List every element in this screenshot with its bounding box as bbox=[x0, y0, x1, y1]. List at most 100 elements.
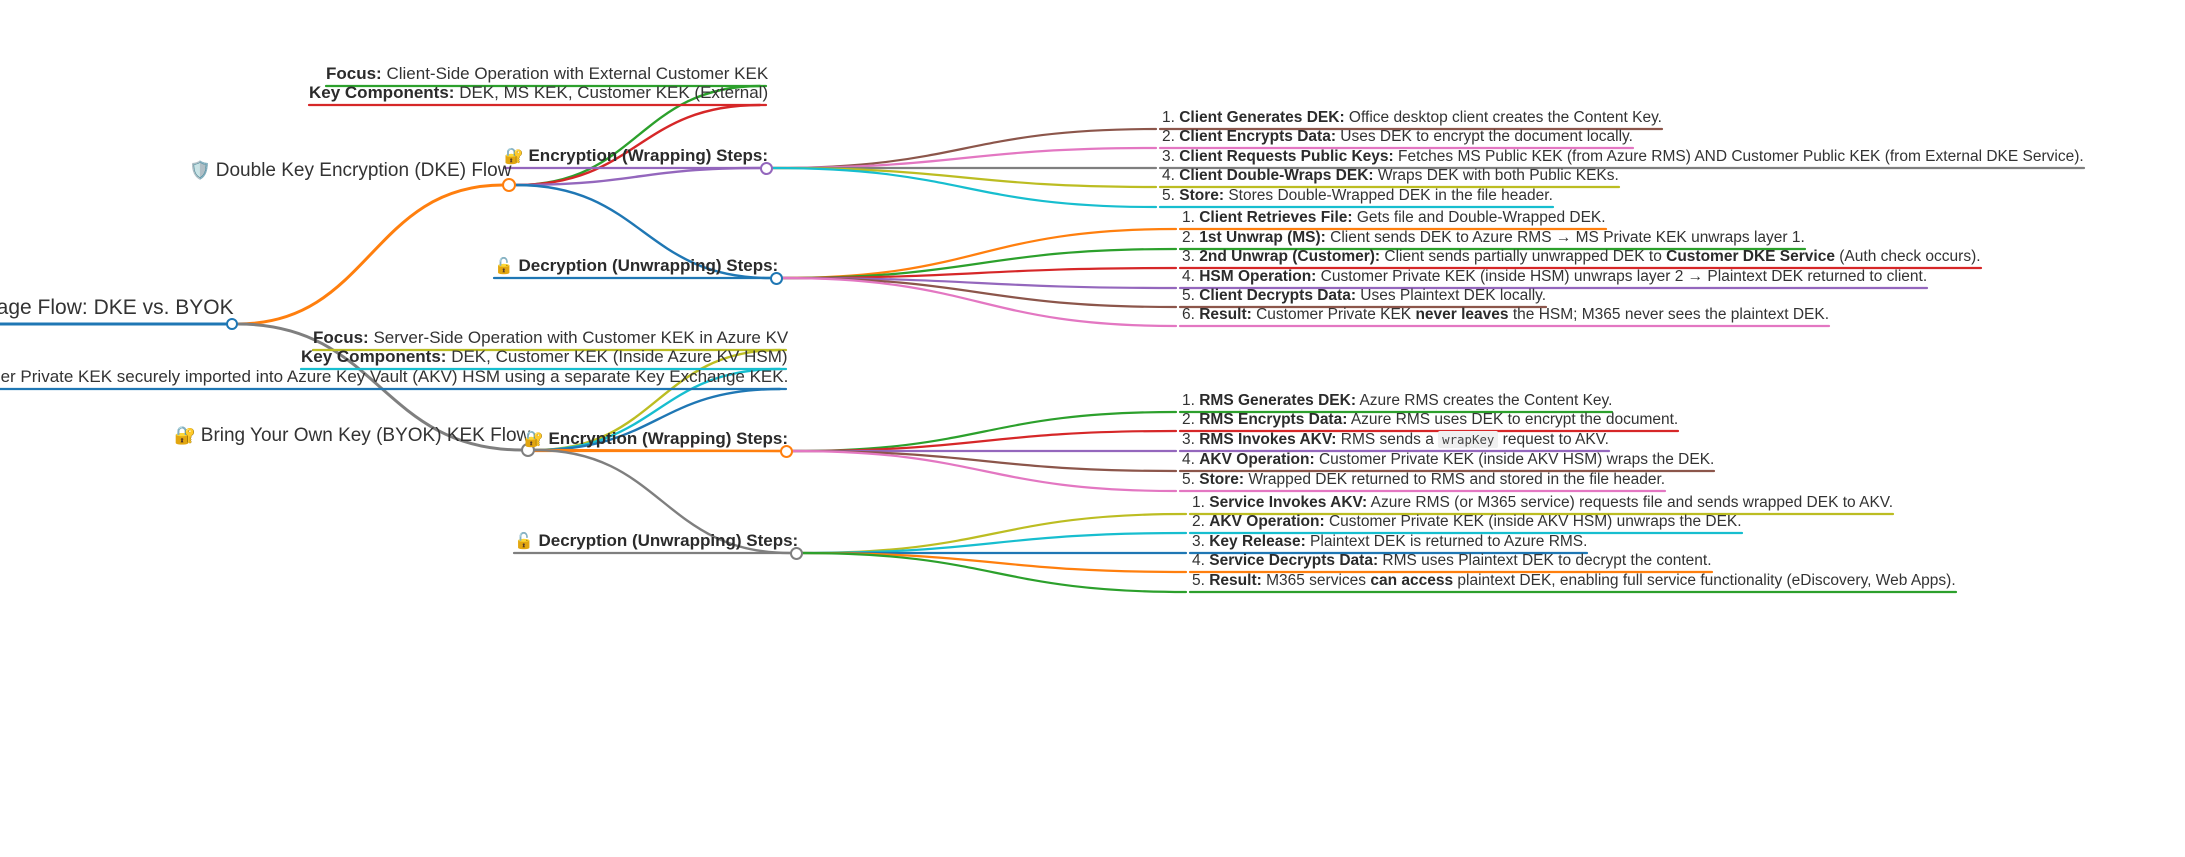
step-number: 4. bbox=[1182, 451, 1200, 468]
node-byok-transfer[interactable]: Key Transfer Pre-Step: Customer Private … bbox=[0, 367, 792, 388]
branch-dke[interactable]: 🛡️ Double Key Encryption (DKE) Flow bbox=[185, 160, 515, 184]
step-text: Fetches MS Public KEK (from Azure RMS) A… bbox=[1393, 148, 2084, 165]
step-text: Customer Private KEK (inside HSM) unwrap… bbox=[1316, 268, 1928, 285]
step-title: AKV Operation: bbox=[1209, 513, 1325, 530]
step-number: 3. bbox=[1192, 533, 1210, 550]
step-emphasis: can access bbox=[1370, 572, 1454, 589]
node-dke-decryption[interactable]: 🔓 Decryption (Unwrapping) Steps: bbox=[490, 256, 782, 277]
step-byok-decryption-1[interactable]: 1. Service Invokes AKV: Azure RMS (or M3… bbox=[1188, 494, 1897, 513]
node-byok-components[interactable]: Key Components: DEK, Customer KEK (Insid… bbox=[297, 347, 792, 368]
step-number: 5. bbox=[1162, 187, 1180, 204]
node-label-bold: Encryption (Wrapping) Steps: bbox=[548, 429, 789, 448]
step-dke-decryption-2[interactable]: 2. 1st Unwrap (MS): Client sends DEK to … bbox=[1178, 229, 1809, 248]
step-byok-encryption-1[interactable]: 1. RMS Generates DEK: Azure RMS creates … bbox=[1178, 392, 1616, 411]
node-dke-components[interactable]: Key Components: DEK, MS KEK, Customer KE… bbox=[305, 83, 772, 104]
step-text: Plaintext DEK is returned to Azure RMS. bbox=[1305, 533, 1588, 550]
step-dke-decryption-6[interactable]: 6. Result: Customer Private KEK never le… bbox=[1178, 306, 1833, 325]
open-lock-icon: 🔓 bbox=[494, 256, 514, 275]
node-label-bold: Focus: bbox=[326, 64, 382, 83]
step-byok-decryption-4[interactable]: 4. Service Decrypts Data: RMS uses Plain… bbox=[1188, 552, 1716, 571]
node-connector-dot[interactable] bbox=[789, 546, 803, 560]
step-number: 1. bbox=[1162, 109, 1180, 126]
step-text: Client sends DEK to Azure RMS → MS Priva… bbox=[1325, 229, 1805, 246]
step-text-2: plaintext DEK, enabling full service fun… bbox=[1453, 572, 1956, 589]
step-text: Azure RMS uses DEK to encrypt the docume… bbox=[1347, 411, 1679, 428]
step-dke-decryption-3[interactable]: 3. 2nd Unwrap (Customer): Client sends p… bbox=[1178, 248, 1985, 267]
branch-byok[interactable]: 🔐 Bring Your Own Key (BYOK) KEK Flow bbox=[170, 425, 534, 449]
node-byok-decryption[interactable]: 🔓 Decryption (Unwrapping) Steps: bbox=[510, 531, 802, 552]
shield-icon: 🛡️ bbox=[189, 161, 211, 181]
step-byok-decryption-5[interactable]: 5. Result: M365 services can access plai… bbox=[1188, 572, 1960, 591]
step-byok-encryption-4[interactable]: 4. AKV Operation: Customer Private KEK (… bbox=[1178, 451, 1718, 470]
step-dke-encryption-3[interactable]: 3. Client Requests Public Keys: Fetches … bbox=[1158, 148, 2088, 167]
step-title: Service Invokes AKV: bbox=[1209, 494, 1368, 511]
step-title: Store: bbox=[1179, 187, 1225, 204]
step-number: 3. bbox=[1182, 431, 1200, 448]
step-emphasis: Customer DKE Service bbox=[1666, 248, 1835, 265]
step-number: 6. bbox=[1182, 306, 1200, 323]
step-dke-encryption-2[interactable]: 2. Client Encrypts Data: Uses DEK to enc… bbox=[1158, 128, 1637, 147]
step-byok-encryption-5[interactable]: 5. Store: Wrapped DEK returned to RMS an… bbox=[1178, 471, 1669, 490]
step-byok-decryption-3[interactable]: 3. Key Release: Plaintext DEK is returne… bbox=[1188, 533, 1591, 552]
step-title: Client Double-Wraps DEK: bbox=[1179, 167, 1374, 184]
step-title: HSM Operation: bbox=[1199, 268, 1317, 285]
page-title[interactable]: Key Usage Flow: DKE vs. BYOK bbox=[0, 296, 238, 322]
code-token: wrapKey bbox=[1438, 431, 1499, 448]
node-connector-dot[interactable] bbox=[521, 443, 535, 457]
step-byok-encryption-2[interactable]: 2. RMS Encrypts Data: Azure RMS uses DEK… bbox=[1178, 411, 1682, 430]
node-label-rest: DEK, MS KEK, Customer KEK (External) bbox=[454, 83, 769, 102]
node-connector-dot[interactable] bbox=[502, 178, 516, 192]
node-dke-focus[interactable]: Focus: Client-Side Operation with Extern… bbox=[322, 64, 772, 85]
node-label-bold: Focus: bbox=[313, 328, 369, 347]
step-title: RMS Invokes AKV: bbox=[1199, 431, 1337, 448]
step-title: Client Requests Public Keys: bbox=[1179, 148, 1394, 165]
closed-lock-with-key-icon: 🔐 bbox=[174, 426, 196, 446]
node-connector-dot[interactable] bbox=[759, 161, 773, 175]
step-title: Client Retrieves File: bbox=[1199, 209, 1353, 226]
step-byok-encryption-3[interactable]: 3. RMS Invokes AKV: RMS sends a wrapKey … bbox=[1178, 431, 1613, 450]
step-text-2: request to AKV. bbox=[1498, 431, 1609, 448]
step-text-2: the HSM; M365 never sees the plaintext D… bbox=[1508, 306, 1830, 323]
step-dke-encryption-4[interactable]: 4. Client Double-Wraps DEK: Wraps DEK wi… bbox=[1158, 167, 1623, 186]
node-connector-dot[interactable] bbox=[779, 444, 793, 458]
step-text: RMS sends a bbox=[1336, 431, 1439, 448]
step-text: Uses Plaintext DEK locally. bbox=[1356, 287, 1547, 304]
step-number: 1. bbox=[1182, 392, 1200, 409]
step-text: Azure RMS creates the Content Key. bbox=[1356, 392, 1613, 409]
step-title: Client Generates DEK: bbox=[1179, 109, 1345, 126]
step-number: 4. bbox=[1182, 268, 1200, 285]
node-byok-encryption[interactable]: 🔐 Encryption (Wrapping) Steps: bbox=[520, 429, 792, 450]
step-title: Client Encrypts Data: bbox=[1179, 128, 1336, 145]
step-dke-encryption-1[interactable]: 1. Client Generates DEK: Office desktop … bbox=[1158, 109, 1666, 128]
node-connector-dot[interactable] bbox=[226, 318, 238, 330]
step-dke-encryption-5[interactable]: 5. Store: Stores Double-Wrapped DEK in t… bbox=[1158, 187, 1557, 206]
step-number: 3. bbox=[1182, 248, 1200, 265]
step-byok-decryption-2[interactable]: 2. AKV Operation: Customer Private KEK (… bbox=[1188, 513, 1746, 532]
node-dke-encryption[interactable]: 🔐 Encryption (Wrapping) Steps: bbox=[500, 146, 772, 167]
node-label-bold: Key Components: bbox=[309, 83, 455, 102]
step-text: Client sends partially unwrapped DEK to bbox=[1380, 248, 1667, 265]
step-number: 5. bbox=[1182, 471, 1200, 488]
step-text: Azure RMS (or M365 service) requests fil… bbox=[1367, 494, 1894, 511]
step-number: 2. bbox=[1192, 513, 1210, 530]
node-label-bold: Decryption (Unwrapping) Steps: bbox=[538, 531, 799, 550]
step-dke-decryption-5[interactable]: 5. Client Decrypts Data: Uses Plaintext … bbox=[1178, 287, 1550, 306]
step-title: 1st Unwrap (MS): bbox=[1199, 229, 1326, 246]
step-number: 3. bbox=[1162, 148, 1180, 165]
step-number: 2. bbox=[1162, 128, 1180, 145]
node-byok-focus[interactable]: Focus: Server-Side Operation with Custom… bbox=[309, 328, 792, 349]
node-connector-dot[interactable] bbox=[769, 271, 783, 285]
step-number: 1. bbox=[1182, 209, 1200, 226]
step-text: Uses DEK to encrypt the document locally… bbox=[1336, 128, 1633, 145]
open-lock-icon: 🔓 bbox=[514, 531, 534, 550]
node-label-rest: Server-Side Operation with Customer KEK … bbox=[368, 328, 789, 347]
step-number: 1. bbox=[1192, 494, 1210, 511]
step-dke-decryption-1[interactable]: 1. Client Retrieves File: Gets file and … bbox=[1178, 209, 1610, 228]
step-text: Customer Private KEK (inside AKV HSM) wr… bbox=[1314, 451, 1715, 468]
step-title: Result: bbox=[1199, 306, 1252, 323]
step-title: Service Decrypts Data: bbox=[1209, 552, 1379, 569]
step-dke-decryption-4[interactable]: 4. HSM Operation: Customer Private KEK (… bbox=[1178, 268, 1931, 287]
step-text: Stores Double-Wrapped DEK in the file he… bbox=[1224, 187, 1553, 204]
node-label-rest: DEK, Customer KEK (Inside Azure KV HSM) bbox=[446, 347, 788, 366]
